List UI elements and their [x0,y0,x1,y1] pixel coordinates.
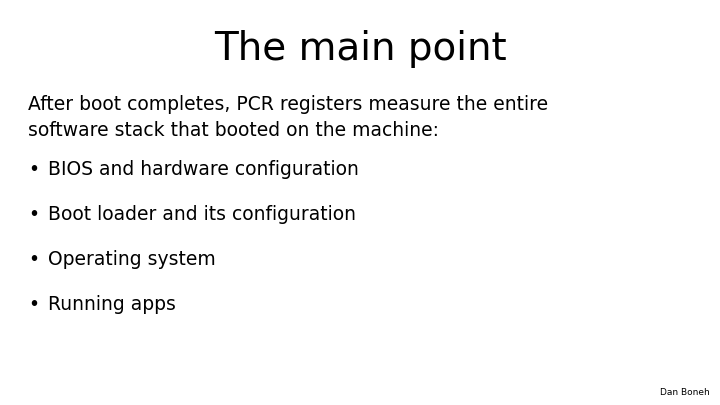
Text: BIOS and hardware configuration: BIOS and hardware configuration [48,160,359,179]
Text: Running apps: Running apps [48,295,176,314]
Text: After boot completes, PCR registers measure the entire
software stack that boote: After boot completes, PCR registers meas… [28,95,548,140]
Text: The main point: The main point [214,30,506,68]
Text: •: • [28,250,39,269]
Text: Dan Boneh: Dan Boneh [660,388,710,397]
Text: •: • [28,205,39,224]
Text: •: • [28,295,39,314]
Text: Operating system: Operating system [48,250,216,269]
Text: Boot loader and its configuration: Boot loader and its configuration [48,205,356,224]
Text: •: • [28,160,39,179]
